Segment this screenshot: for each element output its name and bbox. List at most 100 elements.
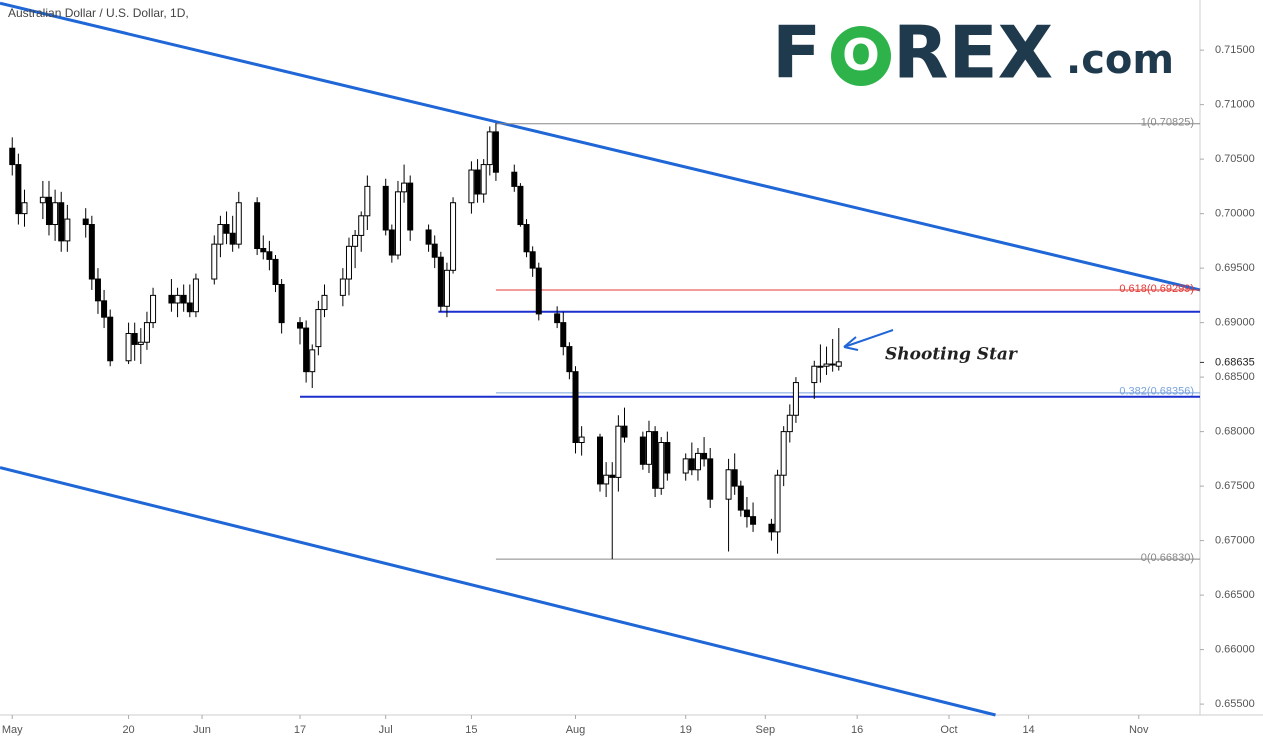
candle bbox=[9, 137, 16, 176]
x-tick-label: 19 bbox=[680, 724, 692, 736]
candle-body bbox=[235, 202, 242, 245]
logo-o: O bbox=[842, 30, 879, 81]
candle-body bbox=[707, 458, 714, 500]
candle-body bbox=[780, 431, 787, 476]
candle bbox=[443, 262, 450, 318]
candle-body bbox=[131, 333, 138, 345]
candle bbox=[492, 123, 499, 181]
candle-body bbox=[560, 322, 567, 348]
candle bbox=[235, 191, 242, 249]
logo-f: F bbox=[772, 11, 821, 95]
candle-body bbox=[358, 215, 365, 236]
candle-body bbox=[143, 322, 150, 343]
candle-body bbox=[486, 131, 493, 166]
candle bbox=[707, 447, 714, 508]
candle bbox=[211, 235, 218, 285]
candle-body bbox=[394, 191, 401, 256]
candle-body bbox=[352, 234, 359, 247]
candle bbox=[750, 502, 757, 532]
candle-body bbox=[658, 442, 665, 489]
candle bbox=[229, 215, 236, 252]
candle bbox=[645, 420, 652, 474]
candle-body bbox=[297, 322, 303, 329]
candle-body bbox=[817, 365, 824, 368]
y-tick-label: 0.70000 bbox=[1215, 208, 1255, 220]
candle bbox=[82, 208, 89, 238]
candle bbox=[101, 289, 108, 329]
candle bbox=[407, 175, 414, 241]
candle bbox=[682, 453, 689, 481]
candle bbox=[52, 189, 59, 241]
plot-area: 1(0.70825) 0.618(0.69299) 0.382(0.68356) 0(… bbox=[0, 1, 1201, 717]
candle-body bbox=[260, 248, 267, 253]
candle bbox=[621, 407, 628, 443]
candle-body bbox=[609, 474, 616, 478]
y-tick-label: 0.70500 bbox=[1215, 153, 1255, 165]
candle-body bbox=[639, 436, 646, 465]
candle-body bbox=[823, 363, 830, 367]
candle bbox=[566, 342, 573, 380]
candle-body bbox=[492, 131, 499, 173]
candle bbox=[15, 153, 22, 225]
candle-body bbox=[811, 365, 818, 384]
x-tick-label: 16 bbox=[851, 724, 863, 736]
candle bbox=[431, 235, 438, 269]
candle-body bbox=[529, 251, 536, 269]
candle-body bbox=[835, 361, 842, 367]
candle bbox=[572, 366, 579, 454]
candle-body bbox=[39, 196, 46, 204]
candle bbox=[554, 306, 561, 329]
fib-label: 0.382(0.68356) bbox=[1119, 386, 1194, 398]
candle bbox=[137, 328, 144, 365]
candle-body bbox=[437, 256, 444, 307]
candle bbox=[811, 360, 818, 399]
y-tick-label: 0.69500 bbox=[1215, 262, 1255, 274]
annotation: Shooting Star bbox=[885, 345, 1018, 365]
candle bbox=[382, 178, 389, 236]
candle bbox=[364, 175, 371, 230]
candle-body bbox=[688, 458, 695, 471]
candle bbox=[486, 126, 493, 176]
chart-title: Australian Dollar / U.S. Dollar, 1D, bbox=[8, 6, 189, 20]
candle bbox=[88, 215, 95, 290]
candle bbox=[94, 268, 101, 314]
candle-body bbox=[401, 182, 408, 193]
candle-body bbox=[701, 452, 708, 460]
candle-body bbox=[621, 425, 628, 438]
candle-body bbox=[9, 147, 16, 166]
candle bbox=[150, 287, 157, 329]
candle bbox=[658, 437, 665, 495]
fib-label: 1(0.70825) bbox=[1141, 117, 1194, 129]
candle-body bbox=[511, 171, 518, 187]
candle bbox=[517, 183, 524, 227]
candle-body bbox=[750, 516, 757, 525]
candle-body bbox=[339, 278, 346, 296]
candle bbox=[474, 159, 481, 203]
candle bbox=[345, 237, 352, 296]
x-tick-label: Aug bbox=[566, 724, 586, 736]
candle-body bbox=[137, 341, 144, 345]
candle-body bbox=[15, 164, 22, 215]
candle bbox=[425, 224, 432, 252]
candle-body bbox=[45, 196, 52, 226]
candle bbox=[315, 300, 322, 356]
x-tick-label: Sep bbox=[756, 724, 776, 736]
x-tick-label: 15 bbox=[465, 724, 477, 736]
candle bbox=[829, 338, 836, 372]
fib-label: 0(0.66830) bbox=[1141, 552, 1194, 564]
x-tick-label: Jun bbox=[193, 724, 211, 736]
candle-body bbox=[303, 327, 310, 373]
candle-body bbox=[566, 346, 573, 373]
candle bbox=[186, 284, 193, 318]
candle-body bbox=[431, 243, 438, 258]
candle bbox=[578, 426, 585, 456]
candle-body bbox=[64, 218, 71, 242]
y-tick-label: 0.69000 bbox=[1215, 317, 1255, 329]
y-tick-label: 0.67500 bbox=[1215, 480, 1255, 492]
logo: F O REX .com bbox=[772, 11, 1174, 95]
candle bbox=[21, 189, 28, 227]
candle bbox=[603, 462, 610, 498]
candle-body bbox=[321, 294, 328, 311]
candle-body bbox=[682, 458, 689, 474]
y-tick-label: 0.71000 bbox=[1215, 99, 1255, 111]
